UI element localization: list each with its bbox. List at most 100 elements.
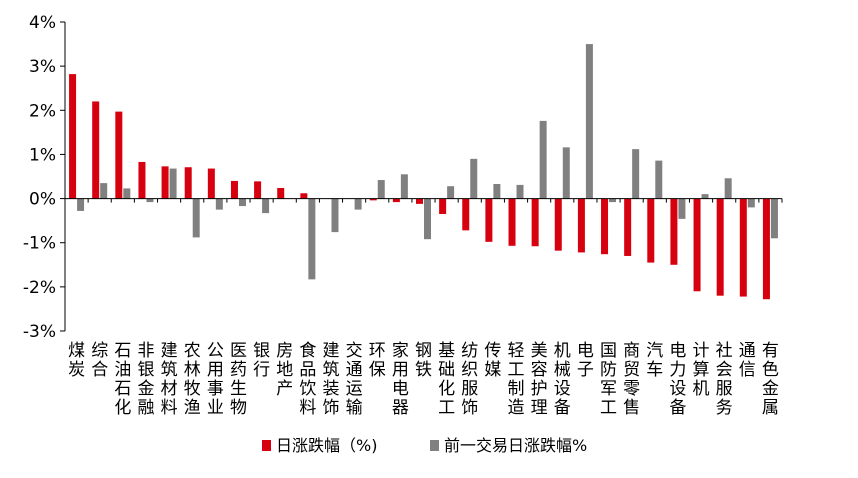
bar-daily-19 [508, 198, 516, 246]
bar-daily-13 [369, 198, 377, 201]
y-tick-label: 3% [29, 57, 56, 77]
legend-swatch-daily [262, 440, 271, 451]
bar-daily-21 [554, 198, 562, 251]
y-axis: 4% 3% 2% 1% 0% -1% -2% -3% [23, 13, 66, 342]
bar-previous-13 [377, 180, 385, 199]
bar-daily-2 [115, 111, 123, 199]
bar-daily-15 [416, 198, 423, 204]
category-label-22: 电子 [577, 341, 594, 380]
bar-previous-6 [215, 198, 223, 210]
bar-previous-7 [238, 198, 246, 207]
category-label-3: 非银金融 [137, 341, 154, 418]
category-label-25: 汽车 [646, 341, 663, 380]
bar-daily-7 [230, 180, 238, 199]
y-tick-label: -1% [23, 234, 56, 254]
bar-previous-1 [100, 183, 108, 199]
bar-previous-4 [169, 168, 177, 199]
bar-previous-3 [146, 198, 154, 203]
bar-previous-0 [77, 198, 85, 211]
bars [69, 44, 778, 300]
bar-daily-27 [693, 198, 701, 292]
bar-previous-14 [400, 174, 408, 199]
category-label-21: 机械设备 [554, 341, 571, 418]
bar-daily-30 [762, 198, 770, 300]
category-label-12: 交通运输 [346, 341, 363, 418]
bar-daily-25 [647, 198, 655, 263]
bar-previous-25 [655, 160, 663, 199]
bar-daily-29 [739, 198, 747, 297]
bar-previous-18 [493, 184, 501, 199]
bar-daily-4 [161, 166, 169, 199]
bar-daily-6 [207, 168, 215, 199]
legend-label-previous: 前一交易日涨跌幅% [444, 436, 587, 455]
bar-previous-23 [609, 198, 617, 203]
category-label-1: 综合 [91, 341, 108, 380]
bar-daily-3 [138, 161, 146, 199]
zero-line [64, 198, 783, 203]
bar-daily-8 [254, 181, 262, 199]
bar-previous-15 [424, 198, 431, 240]
bar-daily-14 [392, 198, 400, 203]
category-label-0: 煤炭 [68, 341, 85, 380]
y-tick-label: -2% [23, 278, 56, 298]
bar-previous-2 [123, 188, 131, 199]
y-tick-label: 4% [29, 13, 56, 33]
legend-swatch-previous [430, 440, 439, 451]
bar-previous-30 [770, 198, 778, 239]
bar-daily-5 [184, 167, 192, 199]
bar-daily-17 [462, 198, 470, 231]
bar-daily-20 [531, 198, 539, 247]
bar-previous-10 [308, 198, 316, 280]
bar-daily-9 [277, 187, 285, 199]
y-tick-label: 1% [29, 145, 56, 165]
bar-previous-24 [632, 149, 640, 199]
category-label-17: 纺织服饰 [461, 341, 478, 418]
category-label-29: 通信 [739, 341, 756, 380]
bar-previous-21 [562, 147, 570, 199]
bar-daily-23 [601, 198, 609, 255]
category-label-8: 银行 [253, 341, 270, 380]
category-label-23: 国防军工 [600, 341, 617, 418]
bar-previous-20 [539, 120, 547, 199]
bar-daily-1 [92, 101, 100, 199]
category-label-18: 传媒 [484, 341, 501, 380]
bar-daily-16 [439, 198, 447, 215]
bar-daily-22 [577, 198, 585, 253]
category-label-2: 石油石化 [114, 341, 131, 418]
y-tick-label: 0% [29, 190, 56, 210]
category-label-11: 建筑装饰 [322, 341, 339, 418]
bar-daily-28 [716, 198, 724, 296]
category-label-7: 医药生物 [230, 341, 247, 418]
category-label-6: 公用事业 [207, 341, 224, 418]
category-label-28: 社会服务 [716, 341, 733, 418]
bar-daily-24 [624, 198, 632, 256]
category-label-26: 电力设备 [669, 341, 686, 418]
category-label-4: 建筑材料 [161, 341, 178, 418]
bar-previous-27 [701, 194, 709, 199]
category-label-5: 农林牧渔 [184, 341, 201, 418]
category-label-13: 环保 [369, 341, 386, 380]
bar-previous-12 [354, 198, 362, 210]
category-label-30: 有色金属 [762, 341, 779, 418]
bar-previous-16 [447, 186, 455, 199]
bar-previous-28 [724, 178, 732, 199]
category-label-24: 商贸零售 [623, 341, 640, 418]
bar-previous-22 [585, 44, 593, 199]
bar-daily-26 [670, 198, 678, 265]
y-tick-label: 2% [29, 101, 56, 121]
category-label-14: 家用电器 [392, 341, 409, 418]
bar-daily-0 [69, 74, 77, 199]
category-label-20: 美容护理 [531, 341, 548, 418]
category-label-9: 房地产 [276, 341, 293, 399]
legend: 日涨跌幅（%) 前一交易日涨跌幅% [262, 436, 587, 455]
y-tick-label: -3% [23, 322, 56, 342]
bar-previous-17 [470, 158, 478, 199]
bar-previous-11 [331, 198, 339, 233]
bar-previous-19 [516, 184, 524, 199]
category-label-10: 食品饮料 [299, 341, 316, 418]
bar-daily-18 [485, 198, 493, 242]
bar-daily-10 [300, 193, 308, 199]
bar-previous-5 [192, 198, 200, 238]
category-label-15: 钢铁 [415, 341, 432, 380]
